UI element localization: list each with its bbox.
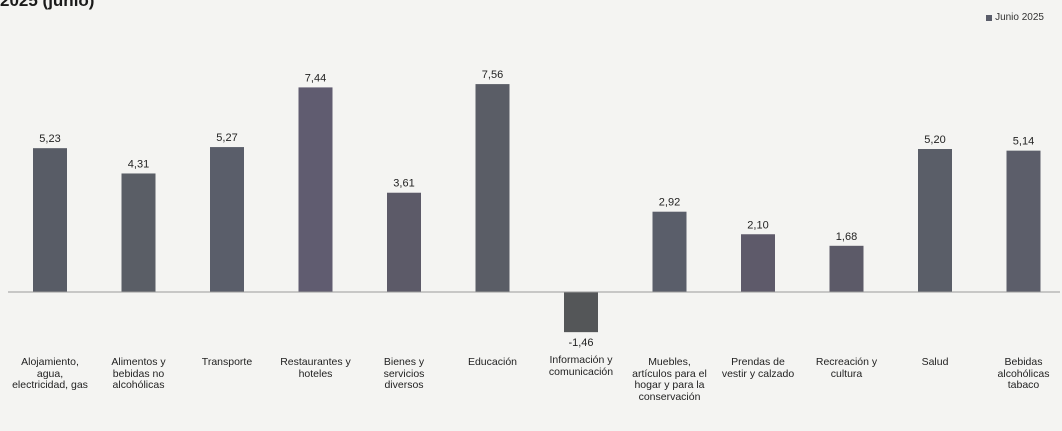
- bar-2: [121, 173, 156, 292]
- bar-12: [1006, 150, 1041, 292]
- category-label-9: Prendas de vestir y calzado: [721, 356, 795, 380]
- category-label-8: Muebles, artículos para el hogar y para …: [632, 356, 707, 403]
- value-label-8: 2,92: [659, 197, 680, 209]
- value-label-5: 3,61: [393, 178, 414, 190]
- value-label-7: -1,46: [568, 337, 593, 349]
- legend: Junio 2025: [986, 12, 1044, 23]
- bar-3: [210, 147, 244, 292]
- category-label-5: Bienes y servicios diversos: [383, 356, 425, 391]
- value-label-9: 2,10: [747, 219, 768, 231]
- value-label-2: 4,31: [128, 158, 149, 170]
- category-label-12: Bebidas alcohólicas tabaco: [997, 356, 1050, 391]
- category-label-4: Restaurantes y hoteles: [280, 356, 351, 380]
- value-label-1: 5,23: [39, 133, 60, 145]
- category-label-10: Recreación y cultura: [815, 356, 878, 380]
- bar-5: [387, 192, 421, 292]
- bar-9: [741, 234, 775, 292]
- category-label-1: Alojamiento, agua, electricidad, gas: [12, 356, 88, 391]
- bar-10: [829, 245, 864, 292]
- value-label-12: 5,14: [1013, 136, 1034, 148]
- category-label-6: Educación: [467, 356, 518, 368]
- category-label-7: Información y comunicación: [548, 354, 614, 378]
- bar-7: [564, 292, 598, 333]
- category-label-11: Salud: [921, 356, 949, 368]
- bar-4: [298, 87, 333, 293]
- chart-title: 2025 (junio): [0, 0, 95, 10]
- value-label-4: 7,44: [305, 72, 326, 84]
- bar-6: [475, 84, 510, 292]
- category-label-2: Alimentos y bebidas no alcohólicas: [111, 356, 166, 391]
- category-label-3: Transporte: [201, 356, 253, 368]
- value-label-6: 7,56: [482, 69, 503, 81]
- legend-swatch: [986, 14, 993, 21]
- value-label-3: 5,27: [216, 132, 237, 144]
- bar-8: [652, 211, 687, 292]
- bar-1: [33, 148, 67, 292]
- bar-11: [918, 149, 952, 292]
- legend-label: Junio 2025: [995, 12, 1044, 23]
- value-label-11: 5,20: [924, 134, 945, 146]
- value-label-10: 1,68: [836, 231, 857, 243]
